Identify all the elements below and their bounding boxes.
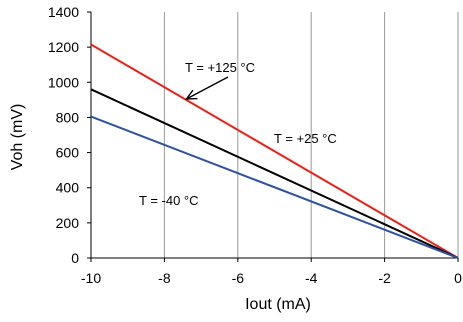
series-line-1 — [90, 88, 459, 259]
y-tick-label: 1200 — [48, 39, 79, 55]
y-axis-label: Voh (mV) — [9, 104, 26, 171]
grid-lines — [163, 12, 459, 258]
y-tick-label: 800 — [56, 109, 80, 125]
annotation-arrow — [186, 76, 229, 100]
x-tick-label: -4 — [305, 270, 318, 286]
series-line-2 — [90, 115, 459, 259]
x-tick-label: -8 — [158, 270, 171, 286]
annotation-t-25: T = +25 °C — [274, 131, 337, 146]
y-tick-label: 600 — [56, 145, 80, 161]
x-tick-label: -2 — [378, 270, 391, 286]
x-tick-label: -10 — [81, 270, 101, 286]
y-tick-label: 200 — [56, 215, 80, 231]
tick-labels: 0 200 400 600 800 1000 1200 1400 -10 -8 -6 -4 -2 0 — [48, 4, 462, 286]
series-line-0 — [90, 43, 459, 259]
y-tick-label: 0 — [71, 250, 79, 266]
y-tick-label: 1400 — [48, 4, 79, 20]
x-tick-label: -6 — [232, 270, 245, 286]
x-tick-label: 0 — [454, 270, 462, 286]
y-tick-label: 400 — [56, 180, 80, 196]
annotation-arrow-head — [184, 89, 198, 100]
annotation-t-minus-40: T = -40 °C — [139, 193, 199, 208]
x-axis-label: Iout (mA) — [245, 296, 311, 313]
y-tick-label: 1000 — [48, 74, 79, 90]
axes — [87, 11, 459, 262]
annotation-t-125: T = +125 °C — [185, 60, 255, 75]
series-lines — [90, 43, 459, 259]
